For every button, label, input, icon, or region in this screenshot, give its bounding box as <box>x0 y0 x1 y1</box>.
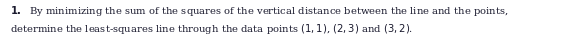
Text: $\mathbf{1.}$  By minimizing the sum of the squares of the vertical distance bet: $\mathbf{1.}$ By minimizing the sum of t… <box>10 4 509 36</box>
